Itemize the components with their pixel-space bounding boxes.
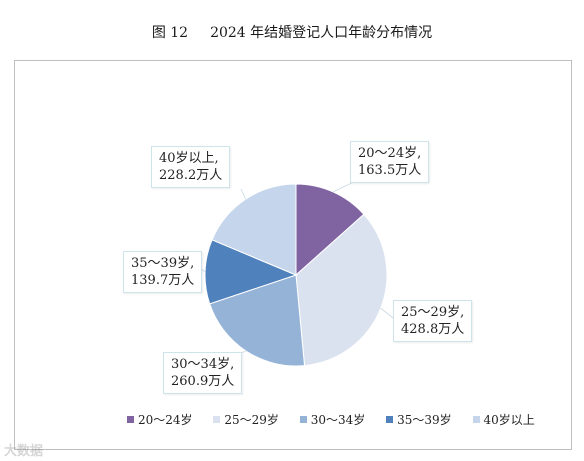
leader-line [240, 188, 246, 200]
watermark: 大数据 [4, 444, 44, 459]
legend-item: 25～29岁 [213, 411, 279, 428]
leader-line [380, 307, 394, 319]
callout-40-plus: 40岁以上, 228.2万人 [151, 146, 231, 188]
figure-number: 图 12 [151, 25, 189, 41]
callout-35-39: 35～39岁, 139.7万人 [123, 251, 203, 293]
callout-25-29: 25～29岁, 428.8万人 [393, 300, 473, 342]
legend-item: 30～34岁 [299, 411, 366, 428]
callout-30-34: 30～34岁, 260.9万人 [163, 352, 243, 394]
legend-swatch [299, 416, 307, 423]
pie-slice [209, 274, 306, 367]
callout-value: 139.7万人 [131, 273, 195, 288]
callout-label: 35～39岁, [131, 256, 195, 271]
legend-swatch [127, 416, 134, 423]
legend-swatch [386, 416, 394, 423]
figure-title-text: 2024 年结婚登记人口年龄分布情况 [210, 25, 433, 41]
pie-slice [204, 239, 298, 305]
legend-item: 20～24岁 [127, 411, 193, 428]
chart-legend: 20～24岁 25～29岁 30～34岁 35～39岁 40岁以上 [127, 411, 552, 428]
callout-value: 260.9万人 [171, 374, 235, 389]
pie-slice [295, 183, 365, 277]
legend-label: 20～24岁 [138, 413, 193, 427]
figure-title: 图 12 2024 年结婚登记人口年龄分布情况 [0, 22, 584, 42]
legend-label: 25～29岁 [224, 413, 279, 427]
legend-item: 40岁以上 [472, 411, 535, 428]
legend-item: 35～39岁 [386, 411, 452, 428]
callout-label: 25～29岁, [401, 305, 465, 320]
callout-value: 428.8万人 [401, 322, 465, 337]
callout-label: 40岁以上, [159, 151, 219, 166]
callout-label: 30～34岁, [171, 357, 235, 372]
legend-swatch [213, 416, 221, 423]
callout-value: 228.2万人 [159, 168, 223, 183]
pie-chart [200, 178, 394, 367]
legend-swatch [472, 416, 480, 423]
legend-label: 40岁以上 [483, 413, 535, 427]
legend-label: 30～34岁 [310, 413, 366, 427]
callout-value: 163.5万人 [358, 163, 422, 178]
callout-label: 20～24岁, [358, 146, 422, 161]
callout-20-24: 20～24岁, 163.5万人 [350, 141, 430, 183]
legend-label: 35～39岁 [397, 413, 452, 427]
pie-slice [211, 183, 297, 276]
chart-area: 20～24岁, 163.5万人 25～29岁, 428.8万人 30～34岁, … [14, 60, 572, 450]
